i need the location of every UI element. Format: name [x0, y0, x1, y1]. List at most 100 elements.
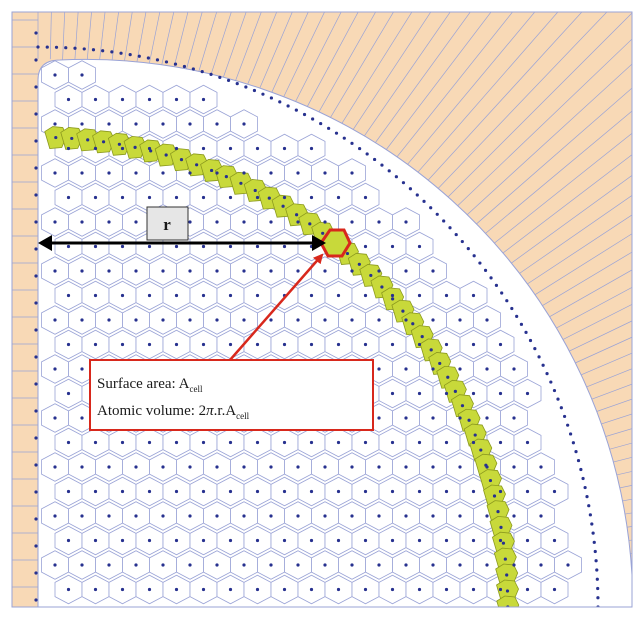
atom-dot	[377, 465, 381, 469]
boundary-atom	[269, 96, 273, 100]
left-edge-cells	[12, 19, 38, 602]
radial-line	[286, 12, 342, 119]
atom-dot	[431, 318, 435, 322]
atom-dot	[34, 544, 38, 548]
atom-dot	[174, 146, 179, 151]
atom-dot	[336, 489, 341, 494]
atom-dot	[80, 563, 84, 567]
atom-dot	[485, 563, 489, 567]
atom-dot	[309, 440, 314, 445]
atom-dot	[458, 416, 462, 420]
atom-dot	[107, 318, 111, 322]
atom-dot	[80, 514, 84, 518]
atom-dot	[147, 440, 152, 445]
atom-dot	[228, 342, 233, 347]
atom-dot	[498, 587, 503, 592]
atom-dot	[147, 146, 152, 151]
atom-dot	[458, 514, 462, 518]
atom-dot	[93, 146, 98, 151]
atom-dot	[147, 538, 152, 543]
atom-dot	[255, 293, 260, 298]
boundary-atom	[559, 406, 563, 410]
boundary-atom	[319, 121, 323, 126]
radial-line	[466, 132, 632, 266]
atom-dot	[471, 489, 476, 494]
atom-dot	[296, 563, 300, 567]
atom-dot	[539, 563, 543, 567]
atom-dot	[404, 367, 408, 371]
atom-dot	[336, 440, 341, 445]
radial-line	[546, 368, 632, 404]
atom-dot	[269, 514, 273, 518]
atom-dot	[66, 195, 71, 200]
atom-dot	[404, 220, 408, 224]
radial-line	[264, 12, 309, 109]
atom-dot	[309, 342, 314, 347]
boundary-atom	[489, 276, 493, 280]
atom-dot	[147, 587, 152, 592]
radial-line	[562, 428, 632, 450]
atom-dot	[255, 342, 260, 347]
atom-dot	[107, 122, 111, 126]
atom-dot	[431, 416, 435, 420]
boundary-atom	[64, 46, 68, 50]
atom-dot	[224, 175, 228, 179]
atom-dot	[161, 318, 165, 322]
atom-dot	[242, 220, 246, 224]
atom-dot	[404, 563, 408, 567]
boundary-atom	[91, 48, 96, 52]
atom-dot	[401, 309, 405, 313]
radial-line	[241, 12, 278, 99]
radial-line	[514, 269, 632, 337]
atom-dot	[80, 171, 84, 175]
radial-line	[458, 110, 632, 257]
atom-dot	[282, 440, 287, 445]
radial-line	[531, 320, 632, 370]
atom-dot	[350, 514, 354, 518]
atom-dot	[458, 318, 462, 322]
atom-dot	[363, 293, 368, 298]
pointer-arrow	[229, 253, 324, 361]
boundary-atom	[448, 226, 452, 230]
atom-dot	[54, 135, 58, 140]
figure-frame	[11, 11, 633, 608]
atom-dot	[404, 416, 408, 420]
atom-dot	[120, 244, 125, 249]
radial-line	[171, 12, 189, 76]
atom-dot	[134, 269, 138, 273]
atom-dot	[120, 342, 125, 347]
atom-dot	[80, 318, 84, 322]
atom-dot	[404, 465, 408, 469]
atom-dot	[505, 573, 509, 577]
boundary-atom	[483, 268, 488, 272]
atom-dot	[70, 136, 74, 141]
atom-dot	[174, 587, 179, 592]
atom-dot	[296, 269, 300, 273]
boundary-atom	[581, 476, 585, 481]
atom-dot	[53, 563, 57, 567]
atom-dot	[525, 489, 530, 494]
atom-dot	[390, 391, 395, 396]
boundary-atom	[302, 112, 307, 117]
atom-dot	[309, 146, 314, 151]
atom-dot	[485, 514, 489, 518]
atom-dot	[242, 171, 246, 175]
boundary-atom	[182, 64, 187, 69]
atom-dot	[147, 342, 152, 347]
boundary-atom	[334, 131, 339, 135]
boundary-atom	[519, 322, 524, 326]
outer-boundary-atoms	[36, 45, 600, 607]
atom-dot	[228, 489, 233, 494]
atom-dot	[188, 269, 192, 273]
atom-dot	[444, 587, 449, 592]
boundary-atom	[365, 152, 369, 156]
atom-dot	[34, 139, 38, 143]
atom-dot	[242, 269, 246, 273]
atom-dot	[120, 440, 125, 445]
atom-dot	[66, 244, 71, 249]
atom-dot	[201, 146, 206, 151]
boundary-atom	[478, 261, 482, 265]
atom-dot	[309, 587, 314, 592]
atom-dot	[296, 465, 300, 469]
highlighted-shell-cells	[44, 126, 520, 607]
